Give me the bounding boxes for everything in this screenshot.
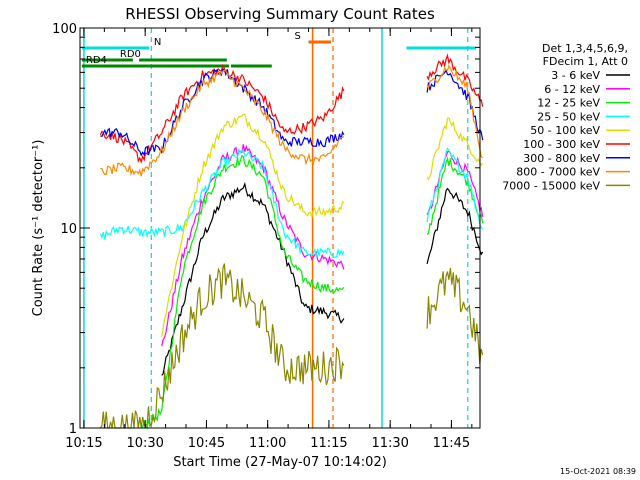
legend-header-2: FDecim 1, Att 0 bbox=[543, 55, 628, 68]
series-line bbox=[100, 64, 484, 177]
date-stamp: 15-Oct-2021 08:39 bbox=[560, 467, 636, 476]
y-tick-label: 1 bbox=[69, 422, 77, 437]
legend-label: 300 - 800 keV bbox=[523, 152, 600, 165]
series-line bbox=[161, 113, 484, 338]
legend-label: 800 - 7000 keV bbox=[516, 166, 600, 179]
legend-label: 6 - 12 keV bbox=[544, 83, 600, 96]
legend-label: 50 - 100 keV bbox=[530, 124, 600, 137]
x-tick-label: 10:45 bbox=[188, 436, 225, 451]
flag-label-n: N bbox=[154, 37, 161, 48]
series-line bbox=[99, 147, 484, 258]
flag-label-rd4: RD4 bbox=[86, 55, 107, 66]
legend: Det 1,3,4,5,6,9, FDecim 1, Att 0 3 - 6 k… bbox=[502, 42, 630, 192]
x-tick-label: 10:15 bbox=[65, 436, 102, 451]
series-line bbox=[161, 144, 484, 347]
x-tick-label: 11:30 bbox=[371, 436, 408, 451]
x-axis-label: Start Time (27-May-07 10:14:02) bbox=[173, 455, 387, 470]
flag-label-rd0: RD0 bbox=[120, 49, 141, 60]
legend-label: 7000 - 15000 keV bbox=[502, 179, 600, 192]
x-tick-label: 11:45 bbox=[433, 436, 470, 451]
series-line bbox=[140, 154, 484, 430]
legend-label: 12 - 25 keV bbox=[537, 97, 600, 110]
legend-label: 25 - 50 keV bbox=[537, 110, 600, 123]
chart-title: RHESSI Observing Summary Count Rates bbox=[125, 5, 435, 23]
legend-label: 3 - 6 keV bbox=[551, 69, 600, 82]
flag-label-s: S bbox=[295, 31, 301, 42]
y-tick-label: 10 bbox=[60, 222, 77, 237]
legend-header-1: Det 1,3,4,5,6,9, bbox=[542, 42, 628, 55]
x-tick-label: 11:15 bbox=[310, 436, 347, 451]
series-line bbox=[99, 263, 484, 429]
x-tick-label: 10:30 bbox=[126, 436, 163, 451]
x-tick-label: 11:00 bbox=[249, 436, 286, 451]
y-axis-label: Count Rate (s⁻¹ detector⁻¹) bbox=[31, 140, 46, 317]
y-tick-label: 100 bbox=[52, 22, 77, 37]
legend-label: 100 - 300 keV bbox=[523, 138, 600, 151]
series-line bbox=[99, 53, 484, 164]
series-line bbox=[161, 181, 484, 376]
